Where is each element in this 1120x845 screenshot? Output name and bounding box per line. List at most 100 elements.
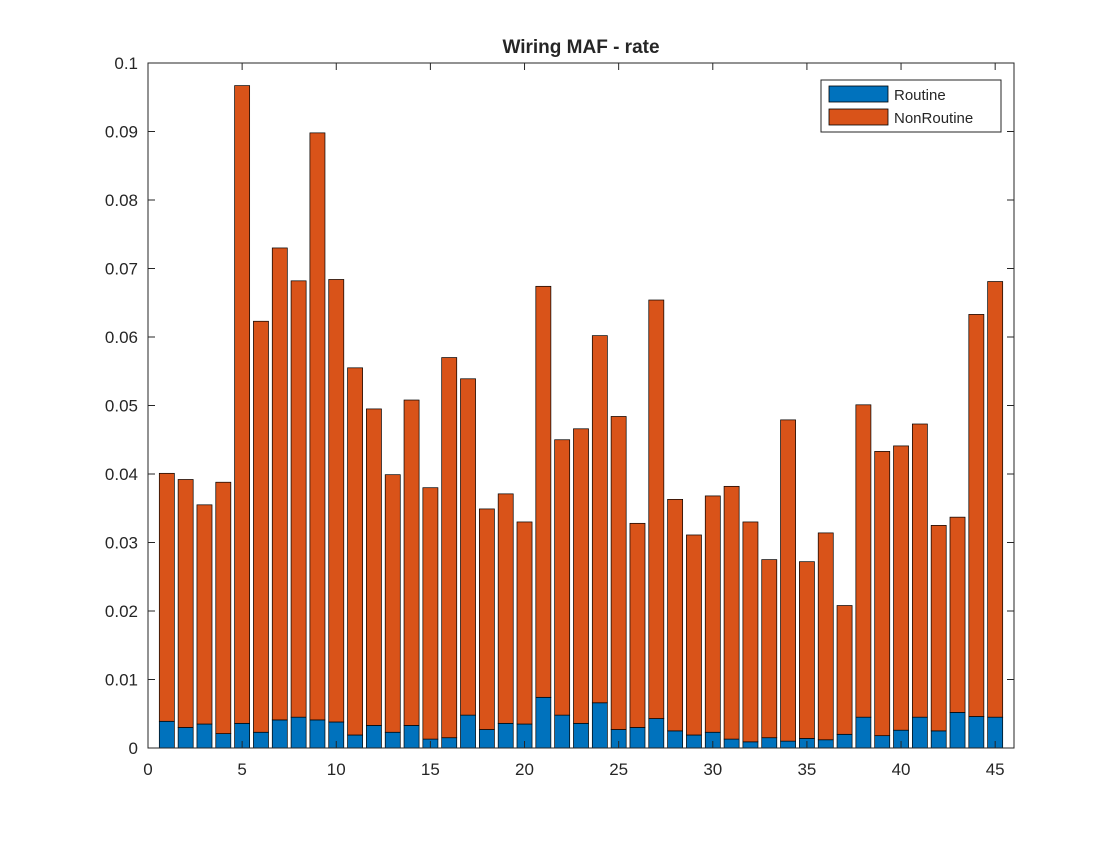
bar-nonroutine-14 bbox=[403, 399, 420, 726]
bar-nonroutine-31 bbox=[723, 485, 740, 740]
y-tick-label: 0.02 bbox=[105, 602, 138, 621]
y-tick-label: 0.05 bbox=[105, 397, 138, 416]
bar-nonroutine-7 bbox=[271, 247, 288, 721]
bar-routine-8 bbox=[290, 716, 307, 749]
x-tick-label: 35 bbox=[797, 760, 816, 779]
bar-routine-14 bbox=[403, 725, 420, 749]
bar-nonroutine-33 bbox=[761, 559, 778, 739]
bar-routine-29 bbox=[686, 734, 702, 749]
bar-routine-33 bbox=[761, 737, 778, 749]
bar-routine-16 bbox=[441, 737, 458, 749]
bar-nonroutine-24 bbox=[591, 335, 608, 704]
bar-nonroutine-17 bbox=[460, 378, 476, 716]
legend-swatch-nonroutine bbox=[828, 108, 889, 126]
legend: Routine NonRoutine bbox=[820, 79, 1002, 133]
bar-nonroutine-21 bbox=[535, 285, 552, 698]
bar-nonroutine-13 bbox=[384, 474, 401, 733]
bar-nonroutine-30 bbox=[704, 495, 721, 733]
bar-nonroutine-38 bbox=[855, 404, 872, 718]
bar-nonroutine-44 bbox=[968, 314, 985, 717]
bar-nonroutine-8 bbox=[290, 280, 307, 718]
bar-nonroutine-45 bbox=[987, 281, 1004, 718]
bar-nonroutine-6 bbox=[253, 320, 269, 733]
bar-nonroutine-9 bbox=[309, 132, 326, 721]
x-tick-label: 0 bbox=[143, 760, 152, 779]
bar-nonroutine-42 bbox=[930, 525, 947, 732]
bar-routine-13 bbox=[384, 731, 401, 749]
bar-routine-7 bbox=[271, 719, 288, 749]
y-tick-label: 0.09 bbox=[105, 123, 138, 142]
y-tick-label: 0.06 bbox=[105, 328, 138, 347]
y-tick-label: 0.08 bbox=[105, 191, 138, 210]
ticks-group: 0 5 10 15 20 25 30 35 40 45 0 0.01 0.02 0.03 0.04 0.05 0… bbox=[105, 54, 1014, 779]
bar-nonroutine-20 bbox=[516, 521, 533, 725]
bar-routine-41 bbox=[911, 716, 928, 749]
bar-nonroutine-40 bbox=[893, 445, 909, 731]
bar-routine-42 bbox=[930, 730, 947, 749]
bar-routine-32 bbox=[742, 741, 759, 749]
chart-title: Wiring MAF - rate bbox=[502, 37, 659, 58]
bar-routine-37 bbox=[836, 733, 853, 749]
y-tick-label: 0.1 bbox=[114, 54, 138, 73]
bar-nonroutine-23 bbox=[573, 428, 589, 724]
x-tick-label: 40 bbox=[892, 760, 911, 779]
bar-routine-23 bbox=[573, 722, 589, 749]
bar-nonroutine-12 bbox=[366, 408, 382, 726]
bar-nonroutine-34 bbox=[780, 419, 796, 742]
bar-nonroutine-19 bbox=[497, 493, 514, 724]
bar-nonroutine-28 bbox=[667, 498, 684, 732]
bar-nonroutine-1 bbox=[158, 472, 175, 722]
bar-routine-26 bbox=[629, 727, 646, 749]
bar-nonroutine-26 bbox=[629, 522, 646, 728]
bar-nonroutine-22 bbox=[554, 439, 571, 716]
bar-routine-1 bbox=[158, 720, 175, 749]
bar-routine-6 bbox=[253, 731, 269, 749]
bar-routine-9 bbox=[309, 719, 326, 749]
bar-nonroutine-2 bbox=[177, 479, 194, 728]
bar-nonroutine-16 bbox=[441, 357, 458, 739]
bar-nonroutine-32 bbox=[742, 521, 759, 743]
x-tick-label: 30 bbox=[703, 760, 722, 779]
bar-routine-44 bbox=[968, 716, 985, 749]
x-tick-label: 45 bbox=[986, 760, 1005, 779]
bar-routine-22 bbox=[554, 714, 571, 749]
y-tick-label: 0.07 bbox=[105, 260, 138, 279]
bar-nonroutine-35 bbox=[799, 561, 815, 739]
bar-nonroutine-3 bbox=[196, 504, 213, 725]
bar-routine-2 bbox=[177, 727, 194, 749]
x-tick-label: 15 bbox=[421, 760, 440, 779]
legend-label-nonroutine: NonRoutine bbox=[894, 110, 973, 127]
bar-routine-12 bbox=[366, 725, 382, 749]
bar-nonroutine-5 bbox=[234, 85, 251, 724]
y-tick-label: 0.01 bbox=[105, 671, 138, 690]
bar-nonroutine-37 bbox=[836, 605, 853, 735]
bar-routine-11 bbox=[347, 734, 363, 749]
bar-nonroutine-25 bbox=[610, 416, 627, 730]
y-tick-label: 0.03 bbox=[105, 534, 138, 553]
bar-routine-21 bbox=[535, 696, 552, 749]
bar-routine-18 bbox=[478, 729, 495, 749]
x-tick-label: 10 bbox=[327, 760, 346, 779]
y-tick-label: 0 bbox=[129, 739, 138, 758]
x-tick-label: 20 bbox=[515, 760, 534, 779]
bar-nonroutine-4 bbox=[215, 481, 232, 734]
bar-routine-34 bbox=[780, 740, 796, 749]
bars-group bbox=[158, 85, 1004, 749]
bar-nonroutine-36 bbox=[817, 532, 834, 741]
bar-routine-27 bbox=[648, 718, 665, 749]
x-tick-label: 25 bbox=[609, 760, 628, 779]
legend-label-routine: Routine bbox=[894, 87, 946, 104]
bar-nonroutine-10 bbox=[328, 279, 345, 723]
bar-routine-3 bbox=[196, 723, 213, 749]
bar-routine-38 bbox=[855, 716, 872, 749]
bar-nonroutine-11 bbox=[347, 367, 363, 736]
bar-routine-24 bbox=[591, 702, 608, 749]
bar-routine-31 bbox=[723, 738, 740, 749]
bar-nonroutine-41 bbox=[911, 423, 928, 718]
bar-nonroutine-15 bbox=[422, 487, 439, 740]
x-tick-label: 5 bbox=[237, 760, 246, 779]
bar-routine-4 bbox=[215, 733, 232, 749]
bar-routine-17 bbox=[460, 714, 476, 749]
